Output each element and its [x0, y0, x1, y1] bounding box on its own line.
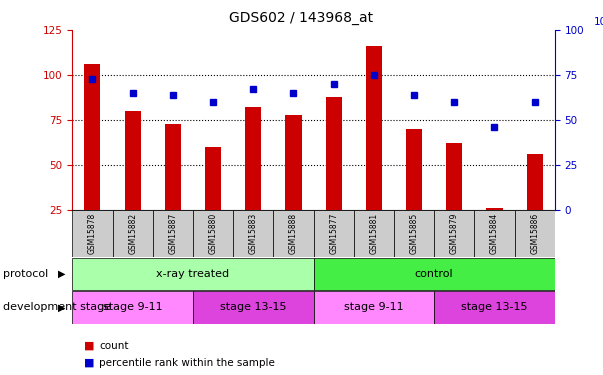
- Bar: [245, 107, 261, 255]
- Bar: [165, 124, 181, 255]
- Text: protocol: protocol: [3, 269, 48, 279]
- Bar: [285, 115, 302, 255]
- Text: GSM15878: GSM15878: [88, 213, 97, 254]
- FancyBboxPatch shape: [193, 210, 233, 257]
- Text: GDS602 / 143968_at: GDS602 / 143968_at: [229, 11, 374, 25]
- FancyBboxPatch shape: [233, 210, 273, 257]
- Bar: [125, 111, 140, 255]
- Bar: [406, 129, 422, 255]
- Text: percentile rank within the sample: percentile rank within the sample: [99, 358, 276, 368]
- Text: GSM15887: GSM15887: [168, 213, 177, 254]
- FancyBboxPatch shape: [314, 210, 354, 257]
- Text: GSM15879: GSM15879: [450, 213, 459, 254]
- FancyBboxPatch shape: [153, 210, 193, 257]
- FancyBboxPatch shape: [72, 291, 193, 324]
- FancyBboxPatch shape: [113, 210, 153, 257]
- FancyBboxPatch shape: [72, 258, 314, 290]
- FancyBboxPatch shape: [434, 291, 555, 324]
- Text: GSM15880: GSM15880: [209, 213, 218, 254]
- Text: ▶: ▶: [58, 269, 65, 279]
- Text: count: count: [99, 341, 129, 351]
- FancyBboxPatch shape: [314, 258, 555, 290]
- Text: control: control: [415, 269, 453, 279]
- FancyBboxPatch shape: [273, 210, 314, 257]
- Bar: [446, 143, 463, 255]
- Text: stage 9-11: stage 9-11: [344, 303, 403, 312]
- Text: x-ray treated: x-ray treated: [156, 269, 230, 279]
- Bar: [84, 64, 101, 255]
- Bar: [366, 46, 382, 255]
- FancyBboxPatch shape: [354, 210, 394, 257]
- Text: ■: ■: [84, 358, 95, 368]
- Text: GSM15888: GSM15888: [289, 213, 298, 254]
- FancyBboxPatch shape: [434, 210, 475, 257]
- Text: ▶: ▶: [58, 303, 65, 312]
- FancyBboxPatch shape: [514, 210, 555, 257]
- Text: development stage: development stage: [3, 303, 111, 312]
- Text: GSM15877: GSM15877: [329, 213, 338, 254]
- Text: GSM15882: GSM15882: [128, 213, 137, 254]
- Text: 100%: 100%: [593, 17, 603, 27]
- FancyBboxPatch shape: [72, 210, 113, 257]
- Bar: [526, 154, 543, 255]
- Text: GSM15884: GSM15884: [490, 213, 499, 254]
- Bar: [487, 208, 502, 255]
- Text: stage 13-15: stage 13-15: [220, 303, 286, 312]
- Text: stage 13-15: stage 13-15: [461, 303, 528, 312]
- FancyBboxPatch shape: [475, 210, 514, 257]
- FancyBboxPatch shape: [314, 291, 434, 324]
- Text: GSM15885: GSM15885: [409, 213, 418, 254]
- Text: stage 9-11: stage 9-11: [103, 303, 162, 312]
- Text: GSM15881: GSM15881: [370, 213, 378, 254]
- Text: GSM15883: GSM15883: [249, 213, 257, 254]
- Text: GSM15886: GSM15886: [530, 213, 539, 254]
- FancyBboxPatch shape: [193, 291, 314, 324]
- FancyBboxPatch shape: [394, 210, 434, 257]
- Text: ■: ■: [84, 341, 95, 351]
- Bar: [205, 147, 221, 255]
- Bar: [326, 97, 342, 255]
